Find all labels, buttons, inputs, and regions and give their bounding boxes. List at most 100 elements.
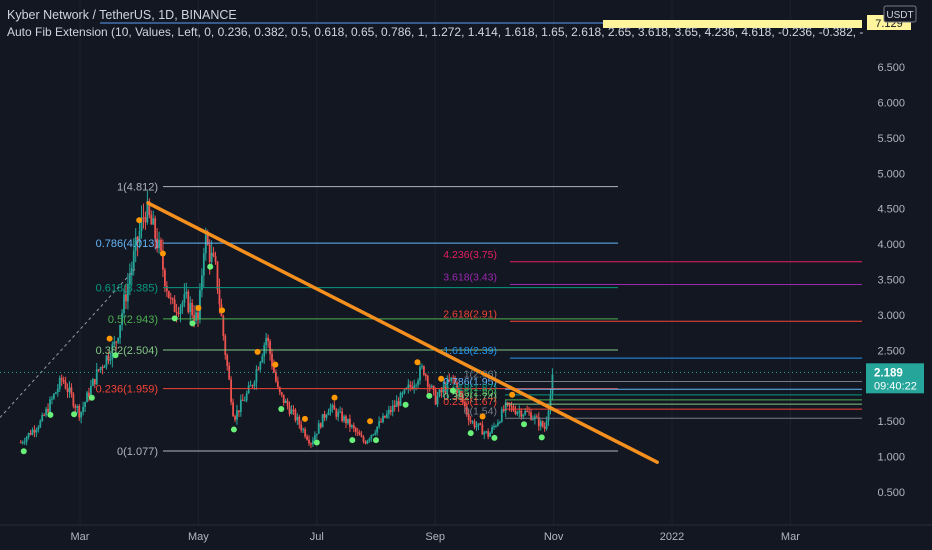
candle-body	[56, 388, 59, 393]
candle-body	[253, 382, 256, 387]
price-tick-label: 6.500	[877, 62, 905, 74]
candle-body	[154, 218, 157, 239]
candle-body	[127, 283, 129, 302]
candle-body	[132, 250, 135, 269]
currency-badge-text: USDT	[886, 10, 913, 21]
candle-body	[331, 405, 334, 408]
signal-marker-orange	[438, 375, 445, 382]
candle-body	[162, 250, 164, 270]
signal-marker-orange	[331, 394, 338, 401]
candle-body	[446, 379, 449, 393]
candle-body	[407, 384, 410, 389]
signal-marker-orange	[136, 217, 143, 224]
highlight-bar	[603, 20, 862, 28]
candle-body	[144, 217, 147, 223]
candle-body	[142, 217, 145, 219]
candle-body	[514, 410, 517, 414]
candle-body	[304, 429, 307, 437]
signal-marker-green	[538, 434, 545, 441]
candle-body	[306, 436, 308, 440]
candle-body	[539, 421, 542, 427]
candle-body	[335, 409, 338, 417]
candle-body	[103, 366, 106, 368]
candle-body	[296, 416, 299, 421]
candle-body	[473, 421, 476, 428]
candle-body	[224, 335, 227, 356]
candle-body	[362, 436, 365, 442]
fib-extension-label: 2.618(2.91)	[443, 308, 497, 320]
candle-body	[130, 268, 133, 276]
candle-body	[286, 400, 289, 407]
candle-body	[349, 418, 351, 427]
signal-marker-green	[278, 406, 285, 413]
candle-body	[82, 407, 85, 412]
candle-body	[366, 440, 369, 444]
bar-countdown-text: 09:40:22	[874, 380, 917, 392]
candle-body	[72, 394, 75, 407]
candle-body	[164, 269, 166, 287]
symbol-title[interactable]: Kyber Network / TetherUS, 1D, BINANCE	[7, 8, 237, 22]
candle-body	[189, 302, 192, 313]
fib-level-label: 0.236(1.959)	[96, 384, 158, 396]
candle-body	[206, 235, 209, 245]
candle-body	[345, 416, 347, 424]
candle-body	[510, 406, 513, 408]
candle-body	[327, 411, 330, 416]
candle-body	[280, 392, 283, 395]
candle-body	[101, 367, 104, 369]
candle-body	[313, 435, 316, 441]
candle-body	[115, 341, 118, 343]
candle-body	[259, 362, 262, 370]
candle-body	[175, 311, 178, 313]
candle-body	[181, 302, 184, 307]
candle-body	[282, 394, 285, 403]
signal-marker-orange	[272, 361, 279, 368]
candle-body	[146, 200, 149, 223]
candle-body	[226, 355, 229, 366]
candle-body	[60, 377, 63, 380]
candle-body	[360, 435, 363, 437]
candle-body	[300, 424, 303, 430]
candle-body	[23, 441, 26, 443]
signal-marker-orange	[159, 250, 166, 257]
candle-body	[298, 416, 301, 425]
time-tick-label: Nov	[544, 531, 564, 543]
candle-body	[128, 275, 131, 284]
candle-body	[551, 374, 554, 394]
candle-body	[450, 377, 453, 381]
price-tick-label: 3.000	[877, 310, 905, 322]
candle-body	[395, 401, 398, 407]
fib-extension-label: 0.618(1.87)	[443, 382, 497, 394]
fib-level-label: 0.618(3.385)	[96, 283, 158, 295]
candle-body	[380, 421, 382, 423]
candle-body	[417, 380, 419, 385]
candle-body	[201, 275, 203, 291]
candle-body	[265, 337, 268, 346]
candle-body	[460, 390, 462, 396]
fib-level-label: 0.5(2.943)	[108, 314, 158, 326]
candle-body	[84, 402, 86, 408]
candle-body	[249, 385, 252, 387]
candle-body	[415, 384, 418, 386]
candle-body	[197, 312, 199, 320]
candle-body	[51, 398, 53, 400]
signal-marker-green	[47, 411, 54, 418]
indicator-legend[interactable]: Auto Fib Extension (10, Values, Left, 0,…	[7, 25, 864, 39]
candle-body	[43, 414, 46, 416]
candle-body	[267, 337, 270, 342]
candle-body	[216, 261, 219, 290]
candle-body	[171, 298, 174, 300]
candle-body	[236, 410, 238, 420]
candle-body	[329, 407, 332, 412]
candle-body	[53, 393, 55, 399]
candle-body	[409, 384, 412, 387]
candle-body	[134, 237, 137, 251]
fib-extension-label: 0.382(1.74)	[443, 391, 497, 403]
candle-body	[290, 409, 293, 415]
signal-marker-green	[189, 320, 196, 327]
candle-body	[315, 433, 318, 436]
candle-body	[179, 306, 182, 315]
time-tick-label: May	[188, 531, 209, 543]
